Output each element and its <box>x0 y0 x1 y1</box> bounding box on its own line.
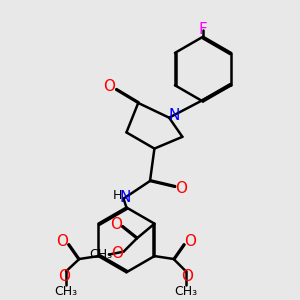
Text: CH₃: CH₃ <box>89 248 112 261</box>
Text: O: O <box>58 269 70 284</box>
Text: CH₃: CH₃ <box>55 285 78 298</box>
Text: O: O <box>184 234 196 249</box>
Text: O: O <box>182 269 194 284</box>
Text: O: O <box>56 234 68 249</box>
Text: O: O <box>111 246 123 261</box>
Text: O: O <box>176 181 188 196</box>
Text: O: O <box>103 79 115 94</box>
Text: O: O <box>110 217 122 232</box>
Text: H: H <box>113 189 122 202</box>
Text: N: N <box>119 190 131 205</box>
Text: N: N <box>169 108 180 123</box>
Text: CH₃: CH₃ <box>174 285 198 298</box>
Text: F: F <box>199 22 207 37</box>
